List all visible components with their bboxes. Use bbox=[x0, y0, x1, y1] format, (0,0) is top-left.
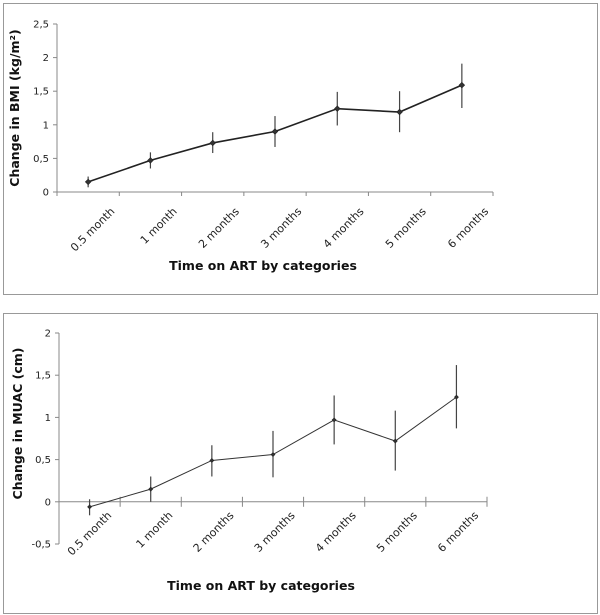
chart-2: -0,500,511,520.5 month 1 month 2 months 3 m… bbox=[3, 313, 598, 614]
data-point bbox=[147, 157, 154, 164]
chart-frame bbox=[3, 313, 598, 614]
data-point bbox=[271, 128, 279, 135]
y-tick-label: 0 bbox=[43, 188, 49, 199]
y-tick-label: 2,5 bbox=[33, 20, 49, 31]
data-point bbox=[454, 394, 459, 400]
data-point bbox=[209, 139, 216, 147]
data-point bbox=[87, 504, 92, 510]
chart-frame bbox=[3, 3, 598, 295]
y-tick-label: 0,5 bbox=[35, 455, 51, 466]
x-axis-title: Time on ART by categories bbox=[167, 578, 355, 593]
data-point bbox=[396, 108, 403, 116]
y-axis-title: Change in MUAC (cm) bbox=[10, 348, 25, 500]
data-point bbox=[458, 81, 466, 89]
y-tick-label: 1 bbox=[43, 120, 49, 131]
y-tick-label: 0 bbox=[45, 497, 51, 508]
y-tick-label: 1,5 bbox=[33, 87, 49, 98]
y-tick-label: 2 bbox=[43, 53, 49, 64]
data-point bbox=[392, 438, 398, 444]
y-tick-label: 0,5 bbox=[33, 154, 49, 165]
data-point bbox=[209, 458, 215, 463]
y-tick-label: 1,5 bbox=[35, 371, 51, 382]
data-point bbox=[84, 178, 92, 186]
chart-1: 00,511,522,50.5 month 1 month 2 months 3 mo… bbox=[3, 3, 598, 295]
y-tick-label: -0,5 bbox=[31, 540, 51, 551]
y-tick-label: 2 bbox=[45, 329, 51, 340]
y-tick-label: 1 bbox=[45, 413, 51, 424]
data-point bbox=[270, 452, 276, 457]
data-point bbox=[148, 486, 154, 492]
y-axis-title: Change in BMI (kg/m²) bbox=[7, 29, 22, 186]
data-point bbox=[334, 105, 341, 112]
data-point bbox=[331, 417, 337, 423]
x-axis-title: Time on ART by categories bbox=[169, 258, 357, 273]
